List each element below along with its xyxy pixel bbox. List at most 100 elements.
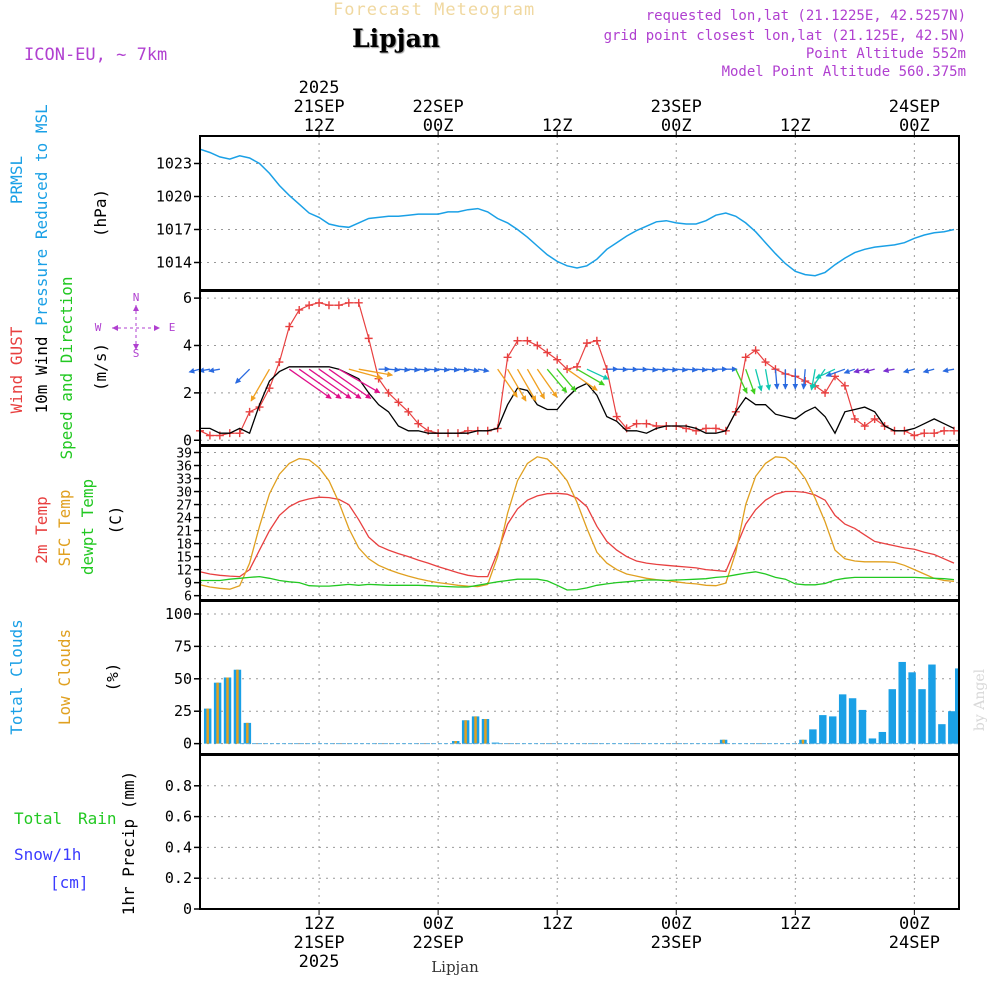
gust-point xyxy=(830,372,839,381)
precip-snow-label: Snow/1h xyxy=(14,845,81,864)
wind-arrowhead xyxy=(815,373,822,379)
total-cloud-bar xyxy=(829,716,837,744)
top-axis-label: 23SEP xyxy=(651,97,702,117)
total-cloud-bar xyxy=(908,672,916,744)
y-tick-label: 2 xyxy=(183,384,192,402)
y-tick-label: 1023 xyxy=(156,155,192,173)
wind-arrowhead xyxy=(722,366,728,372)
temp-sfc-line xyxy=(199,456,955,590)
wind-arrowhead xyxy=(414,366,421,373)
gust-point xyxy=(612,412,621,421)
gust-point xyxy=(503,353,512,362)
low-cloud-bar xyxy=(216,682,219,744)
top-axis-label: 21SEP xyxy=(293,97,344,117)
compass-arrow-w xyxy=(112,325,118,331)
low-cloud-bar xyxy=(464,720,467,744)
gust-point xyxy=(315,298,324,307)
wind-arrowhead xyxy=(731,366,738,372)
temp-sfc-label: SFC Temp xyxy=(55,489,74,566)
gust-point xyxy=(801,377,810,386)
wind-arrow xyxy=(308,368,352,399)
precip-axis-label: 1hr Precip (mm) xyxy=(119,771,138,916)
wind-arrowhead xyxy=(750,388,756,395)
y-tick-label: 25 xyxy=(174,702,192,720)
wind-arrowhead xyxy=(602,374,610,380)
total-cloud-bar xyxy=(918,689,926,744)
total-cloud-bar xyxy=(809,729,817,744)
total-cloud-bar xyxy=(848,698,857,744)
wind-arrowhead xyxy=(792,383,799,390)
y-tick-label: 6 xyxy=(183,289,192,307)
gust-point xyxy=(275,358,284,367)
wind-arrowhead xyxy=(682,366,689,373)
wind-direction-label: Speed and Direction xyxy=(57,276,76,459)
bottom-axis-label: 21SEP xyxy=(293,933,344,953)
gust-point xyxy=(642,419,651,428)
y-tick-label: 18 xyxy=(176,538,192,553)
prmsl-desc-label: Pressure Reduced to MSL xyxy=(32,104,51,326)
gust-point xyxy=(553,355,562,364)
bottom-axis-label: 24SEP xyxy=(889,933,940,953)
gust-point xyxy=(404,407,413,416)
gust-point xyxy=(592,336,601,345)
total-cloud-bar xyxy=(948,711,956,744)
y-tick-label: 1014 xyxy=(156,254,192,272)
top-axis-label: 00Z xyxy=(899,116,930,136)
wind-arrowhead xyxy=(512,391,518,398)
gust-point xyxy=(295,305,304,314)
y-tick-label: 1020 xyxy=(156,188,192,206)
wind-arrowhead xyxy=(765,384,772,391)
y-tick-label: 100 xyxy=(165,605,192,623)
compass-arrow-e xyxy=(154,325,160,331)
gust-point xyxy=(751,346,760,355)
gust-point xyxy=(344,298,353,307)
gust-point xyxy=(582,339,591,348)
top-axis-label: 12Z xyxy=(542,116,573,136)
bottom-axis-label: 12Z xyxy=(780,914,811,934)
gust-point xyxy=(384,388,393,397)
gust-point xyxy=(354,298,363,307)
y-tick-label: 1017 xyxy=(156,221,192,239)
low-cloud-bar xyxy=(474,716,477,744)
wind-arrowhead xyxy=(801,383,807,390)
gust-label: Wind GUST xyxy=(7,326,26,413)
y-tick-label: 50 xyxy=(174,670,192,688)
wind-arrow xyxy=(288,368,332,399)
bottom-axis-label: 2025 xyxy=(299,952,340,972)
credit: by Angel xyxy=(972,668,988,731)
top-axis-label: 00Z xyxy=(661,116,692,136)
compass-s: S xyxy=(133,347,140,360)
gust-point xyxy=(702,424,710,433)
bottom-axis-label: 00Z xyxy=(899,914,930,934)
panel-frame xyxy=(199,290,960,446)
gust-point xyxy=(324,301,333,310)
panel-frame xyxy=(199,445,960,601)
gust-point xyxy=(414,419,423,428)
y-tick-label: 15 xyxy=(176,551,192,566)
wind-arrowhead xyxy=(691,366,699,373)
precip-rain-label: Rain xyxy=(78,809,117,828)
wind-arrowhead xyxy=(598,379,606,386)
y-tick-label: 39 xyxy=(176,447,192,462)
wind-arrowhead xyxy=(355,393,362,399)
y-tick-label: 4 xyxy=(183,336,192,354)
wind-arrow xyxy=(250,368,271,402)
low-cloud-bar xyxy=(484,718,487,744)
gust-point xyxy=(860,422,869,431)
y-tick-label: 0 xyxy=(183,900,192,918)
wind-arrowhead xyxy=(922,368,930,374)
y-tick-label: 9 xyxy=(184,577,192,592)
y-tick-label: 6 xyxy=(184,590,192,605)
gust-point xyxy=(821,388,830,397)
wind-arrowhead xyxy=(539,392,545,400)
location-title: Lipjan xyxy=(352,24,440,53)
footer-location: Lipjan xyxy=(431,958,479,976)
low-cloud-bar xyxy=(236,669,239,744)
wind-arrowhead xyxy=(386,371,394,378)
gust-point xyxy=(205,431,214,440)
wind-arrowhead xyxy=(672,366,679,373)
prmsl-units-label: (hPa) xyxy=(91,189,110,237)
bottom-axis-label: 23SEP xyxy=(651,933,702,953)
gust-point xyxy=(940,426,949,435)
